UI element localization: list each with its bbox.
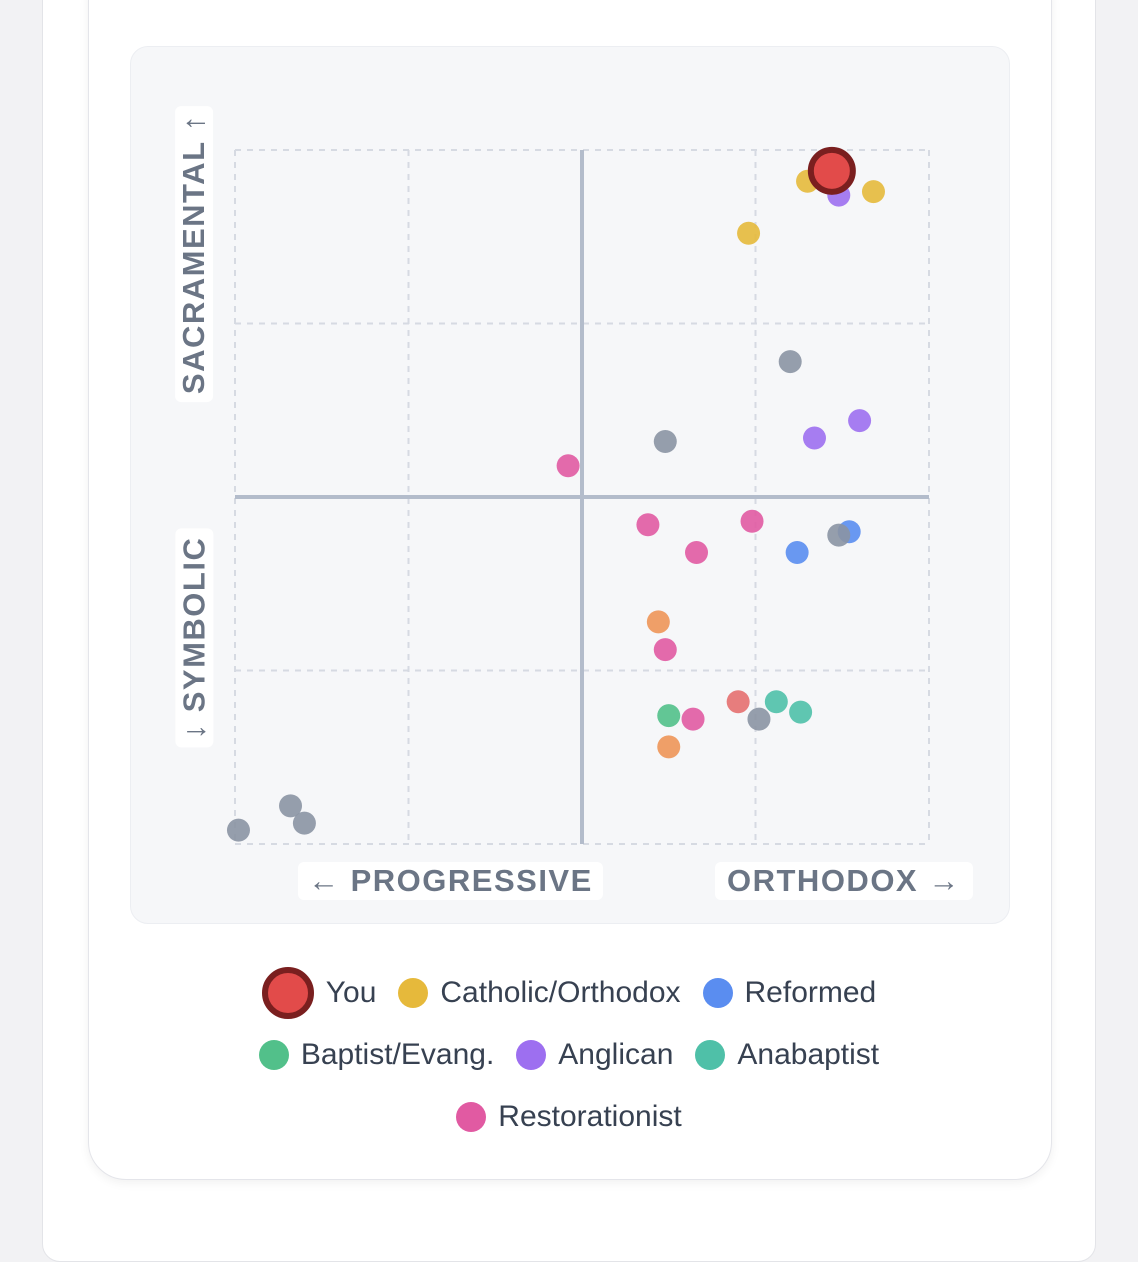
legend-row: Restorationist xyxy=(88,1086,1050,1148)
data-point-catholic-orthodox xyxy=(737,221,761,245)
legend-swatch-reformed xyxy=(702,978,733,1008)
data-point-other xyxy=(226,818,250,842)
data-point-anabaptist xyxy=(764,690,788,714)
data-point-other-red xyxy=(726,690,750,714)
data-point-baptist-evang xyxy=(657,704,681,728)
legend-label: Anabaptist xyxy=(737,1038,880,1071)
legend-label: You xyxy=(325,976,377,1009)
data-point-you xyxy=(807,146,856,195)
data-point-reformed xyxy=(785,541,809,565)
data-point-other xyxy=(778,350,802,374)
x-axis-negative-label: ← PROGRESSIVE xyxy=(298,862,603,900)
data-point-restorationist xyxy=(556,454,580,478)
data-point-other-orange xyxy=(646,610,670,634)
legend-swatch-anglican xyxy=(516,1040,547,1070)
legend-label: Restorationist xyxy=(498,1100,682,1133)
legend-item-anglican: Anglican xyxy=(516,1038,673,1072)
legend-item-you: You xyxy=(261,967,377,1019)
legend-item-restorationist: Restorationist xyxy=(456,1100,682,1134)
legend: You Catholic/Orthodox Reformed Baptist/E… xyxy=(88,962,1050,1148)
x-axis-positive-label: ORTHODOX → xyxy=(715,862,973,900)
data-point-restorationist xyxy=(685,541,709,565)
data-point-anglican xyxy=(848,409,872,433)
legend-label: Baptist/Evang. xyxy=(300,1038,495,1071)
legend-item-anabaptist: Anabaptist xyxy=(695,1038,879,1072)
data-point-other xyxy=(292,811,316,835)
data-point-anglican xyxy=(802,426,826,450)
data-point-other xyxy=(653,429,677,453)
legend-row: You Catholic/Orthodox Reformed xyxy=(88,962,1050,1024)
data-point-other xyxy=(827,523,851,547)
legend-item-catholic-orthodox: Catholic/Orthodox xyxy=(398,976,681,1010)
legend-row: Baptist/Evang. Anglican Anabaptist xyxy=(88,1024,1050,1086)
data-point-restorationist xyxy=(636,513,660,537)
data-point-other xyxy=(279,794,303,818)
legend-label: Catholic/Orthodox xyxy=(440,976,681,1009)
legend-swatch-anabaptist xyxy=(695,1040,726,1070)
axes xyxy=(235,150,929,844)
data-point-restorationist xyxy=(681,707,705,731)
data-point-restorationist xyxy=(740,509,764,533)
data-point-other-orange xyxy=(657,735,681,759)
legend-item-baptist-evang: Baptist/Evang. xyxy=(258,1038,495,1072)
legend-swatch-baptist-evang xyxy=(258,1040,289,1070)
legend-swatch-restorationist xyxy=(456,1102,487,1132)
data-point-anabaptist xyxy=(789,700,813,724)
legend-swatch-catholic-orthodox xyxy=(398,978,429,1008)
y-axis-negative-label: ↓ SYMBOLIC xyxy=(174,528,213,748)
legend-label: Reformed xyxy=(744,976,877,1009)
data-point-catholic-orthodox xyxy=(861,180,885,204)
y-axis-positive-label: SACRAMENTAL ↑ xyxy=(175,105,214,403)
data-point-restorationist xyxy=(653,638,677,662)
legend-label: Anglican xyxy=(558,1038,674,1071)
data-point-other xyxy=(747,707,771,731)
scatter-chart xyxy=(226,146,930,845)
legend-swatch-you xyxy=(261,967,314,1019)
data-points xyxy=(226,146,885,842)
legend-item-reformed: Reformed xyxy=(702,976,877,1010)
